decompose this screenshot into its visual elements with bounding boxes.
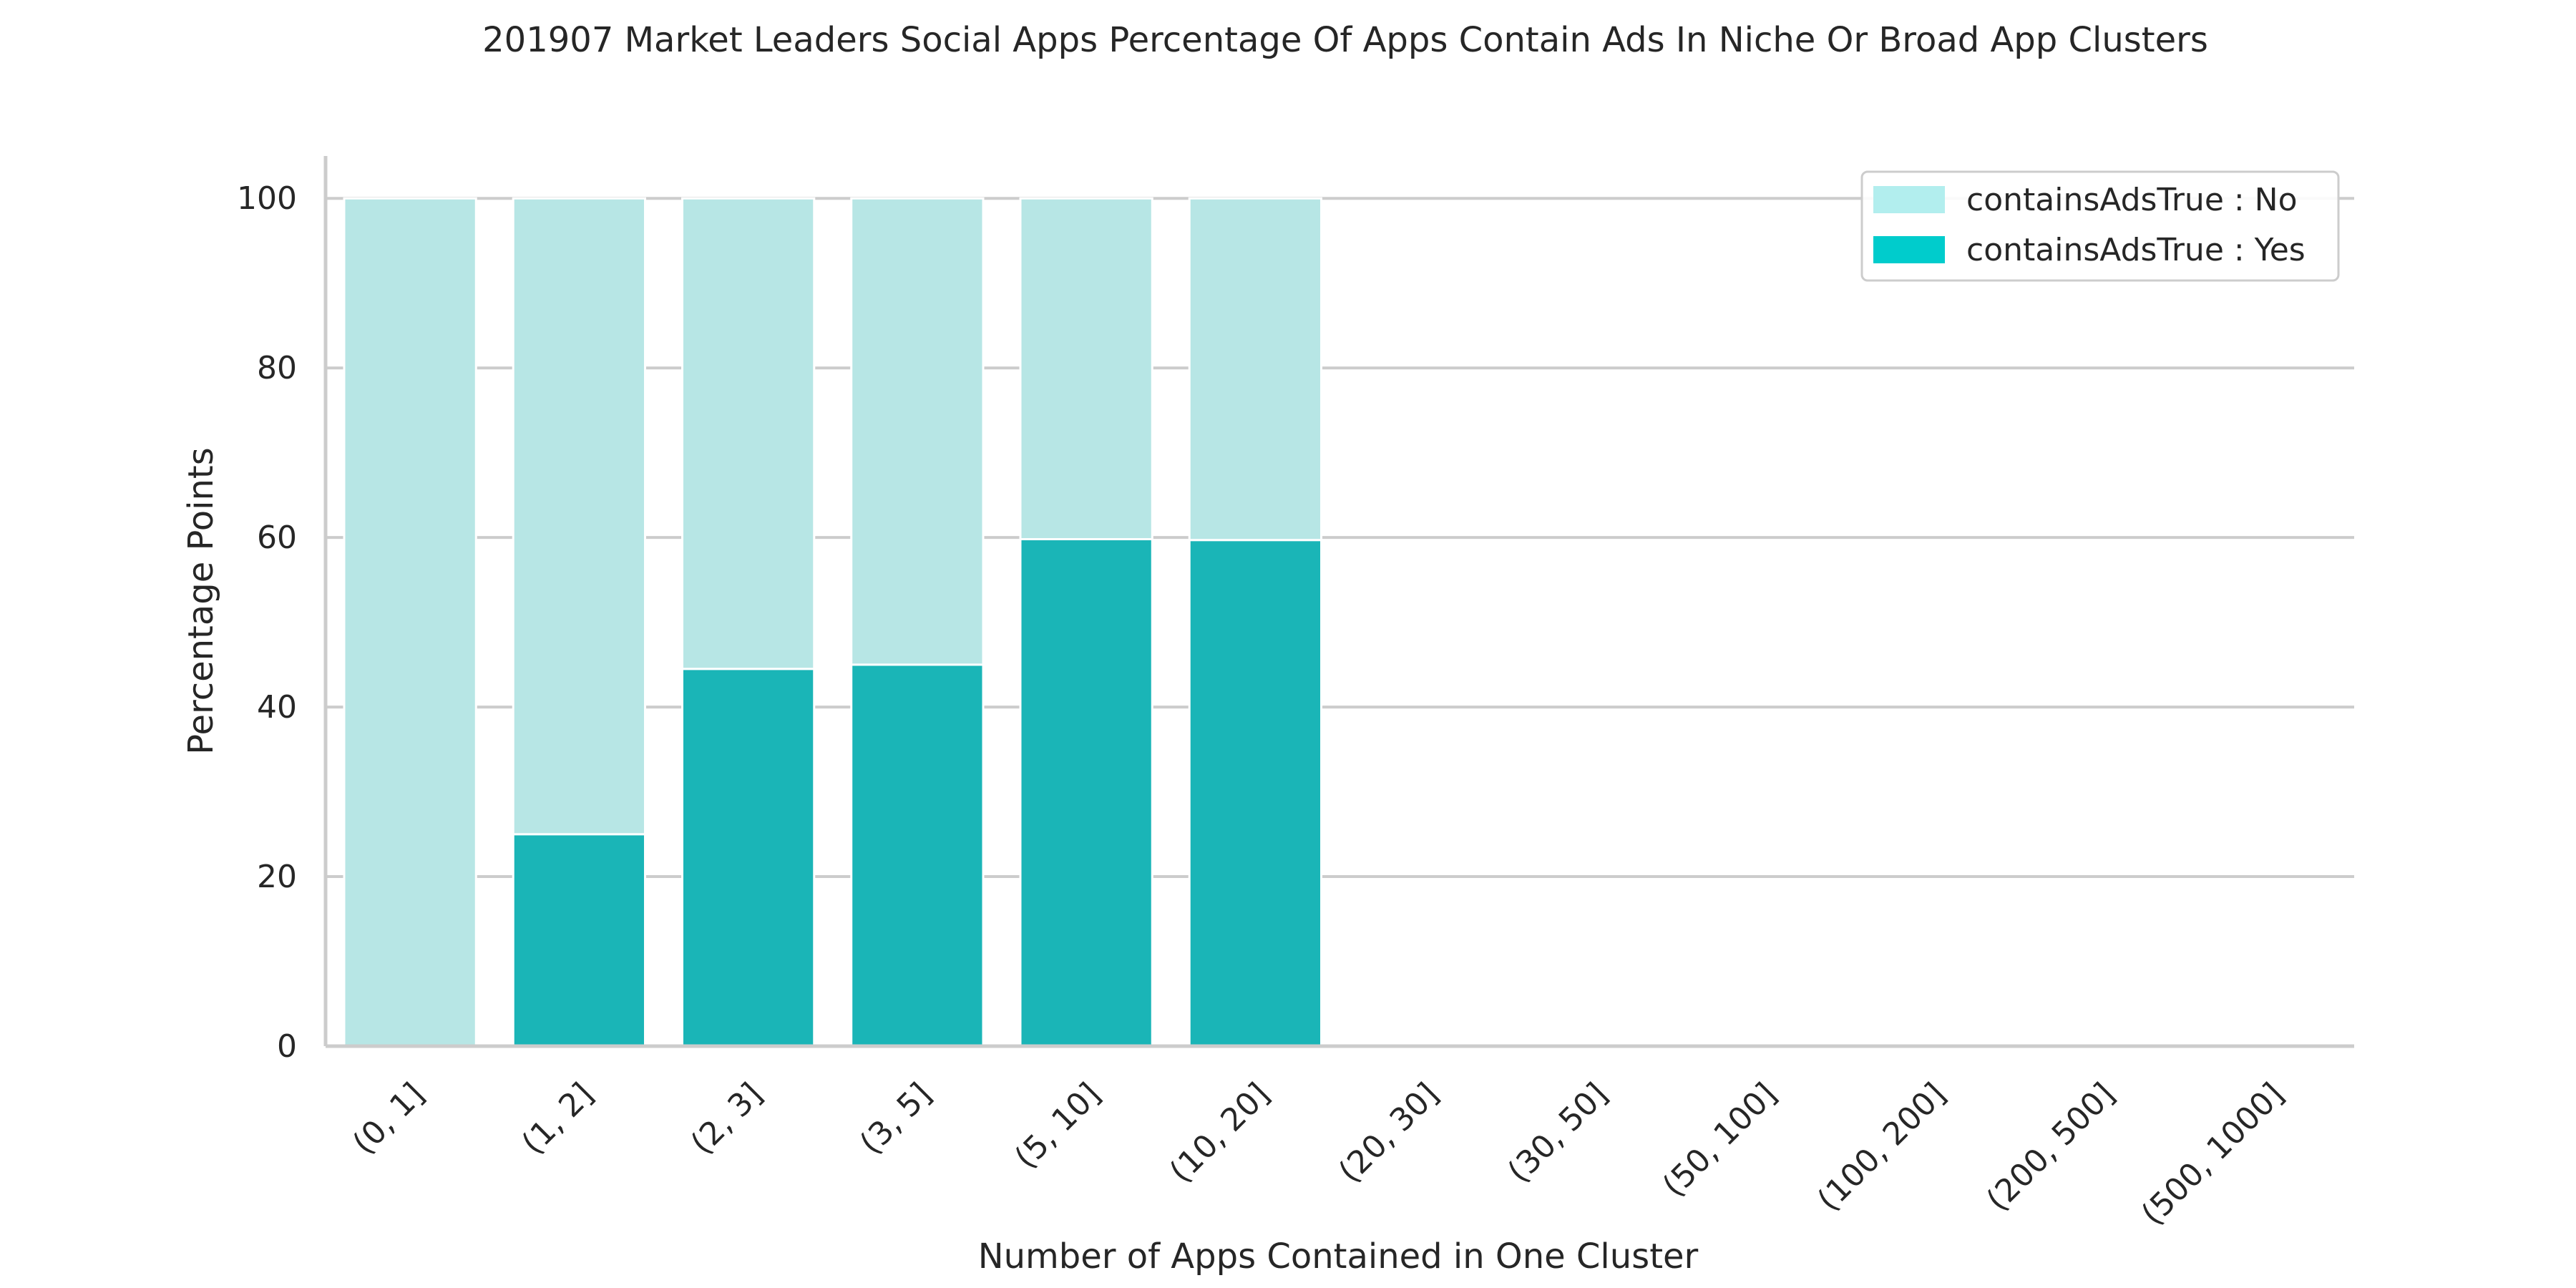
y-tick-label: 40 [257,689,297,726]
x-tick-labels: (0, 1] (1, 2] (2, 3] (3, 5] (5, 10] (10, 20] (… [346,1076,2290,1233]
legend-label: containsAdsTrue : Yes [1966,232,2306,268]
x-tick-label: (0, 1] [346,1076,431,1162]
bar-segment-no [1188,197,1323,542]
x-axis-label: Number of Apps Contained in One Cluster [978,1236,1699,1277]
bar-segment-yes [850,663,985,1048]
chart-title: 201907 Market Leaders Social Apps Percen… [482,20,2208,60]
bar-segment-no [680,197,816,670]
bar-segment-yes [512,833,647,1048]
x-tick-label: (5, 10] [1008,1076,1108,1176]
legend: containsAdsTrue : No containsAdsTrue : Ye… [1860,170,2340,282]
x-tick-label: (10, 20] [1163,1076,1277,1190]
x-tick-label: (200, 500] [1980,1076,2122,1219]
legend-swatch [1873,186,1945,213]
y-tick-label: 80 [257,350,297,386]
bar-segment-no [512,197,647,836]
y-tick-label: 20 [257,859,297,895]
x-tick-label: (50, 100] [1656,1076,1784,1204]
bar-segment-yes [1188,539,1323,1048]
legend-box [1860,170,2340,282]
bar-segment-yes [1019,538,1153,1048]
y-axis-label: Percentage Points [181,447,221,754]
y-tick-label: 0 [277,1028,297,1065]
y-tick-labels: 0 20 40 60 80 100 [237,180,297,1065]
x-tick-label: (2, 3] [684,1076,770,1162]
legend-swatch [1873,236,1945,263]
bar-segment-yes [680,668,816,1048]
x-tick-label: (30, 50] [1501,1076,1614,1190]
bar-segment-no [343,197,477,1048]
legend-label: containsAdsTrue : No [1966,182,2298,218]
x-tick-label: (3, 5] [853,1076,939,1162]
x-tick-label: (1, 2] [514,1076,600,1162]
x-tick-label: (500, 1000] [2135,1076,2291,1233]
bar-segment-no [850,197,985,666]
x-tick-label: (100, 200] [1810,1076,1953,1219]
y-tick-label: 60 [257,519,297,556]
axes-spines [323,156,2354,1048]
y-tick-label: 100 [237,180,297,217]
bar-segment-no [1019,197,1153,541]
bars [343,197,1323,1048]
x-tick-label: (20, 30] [1332,1076,1445,1190]
